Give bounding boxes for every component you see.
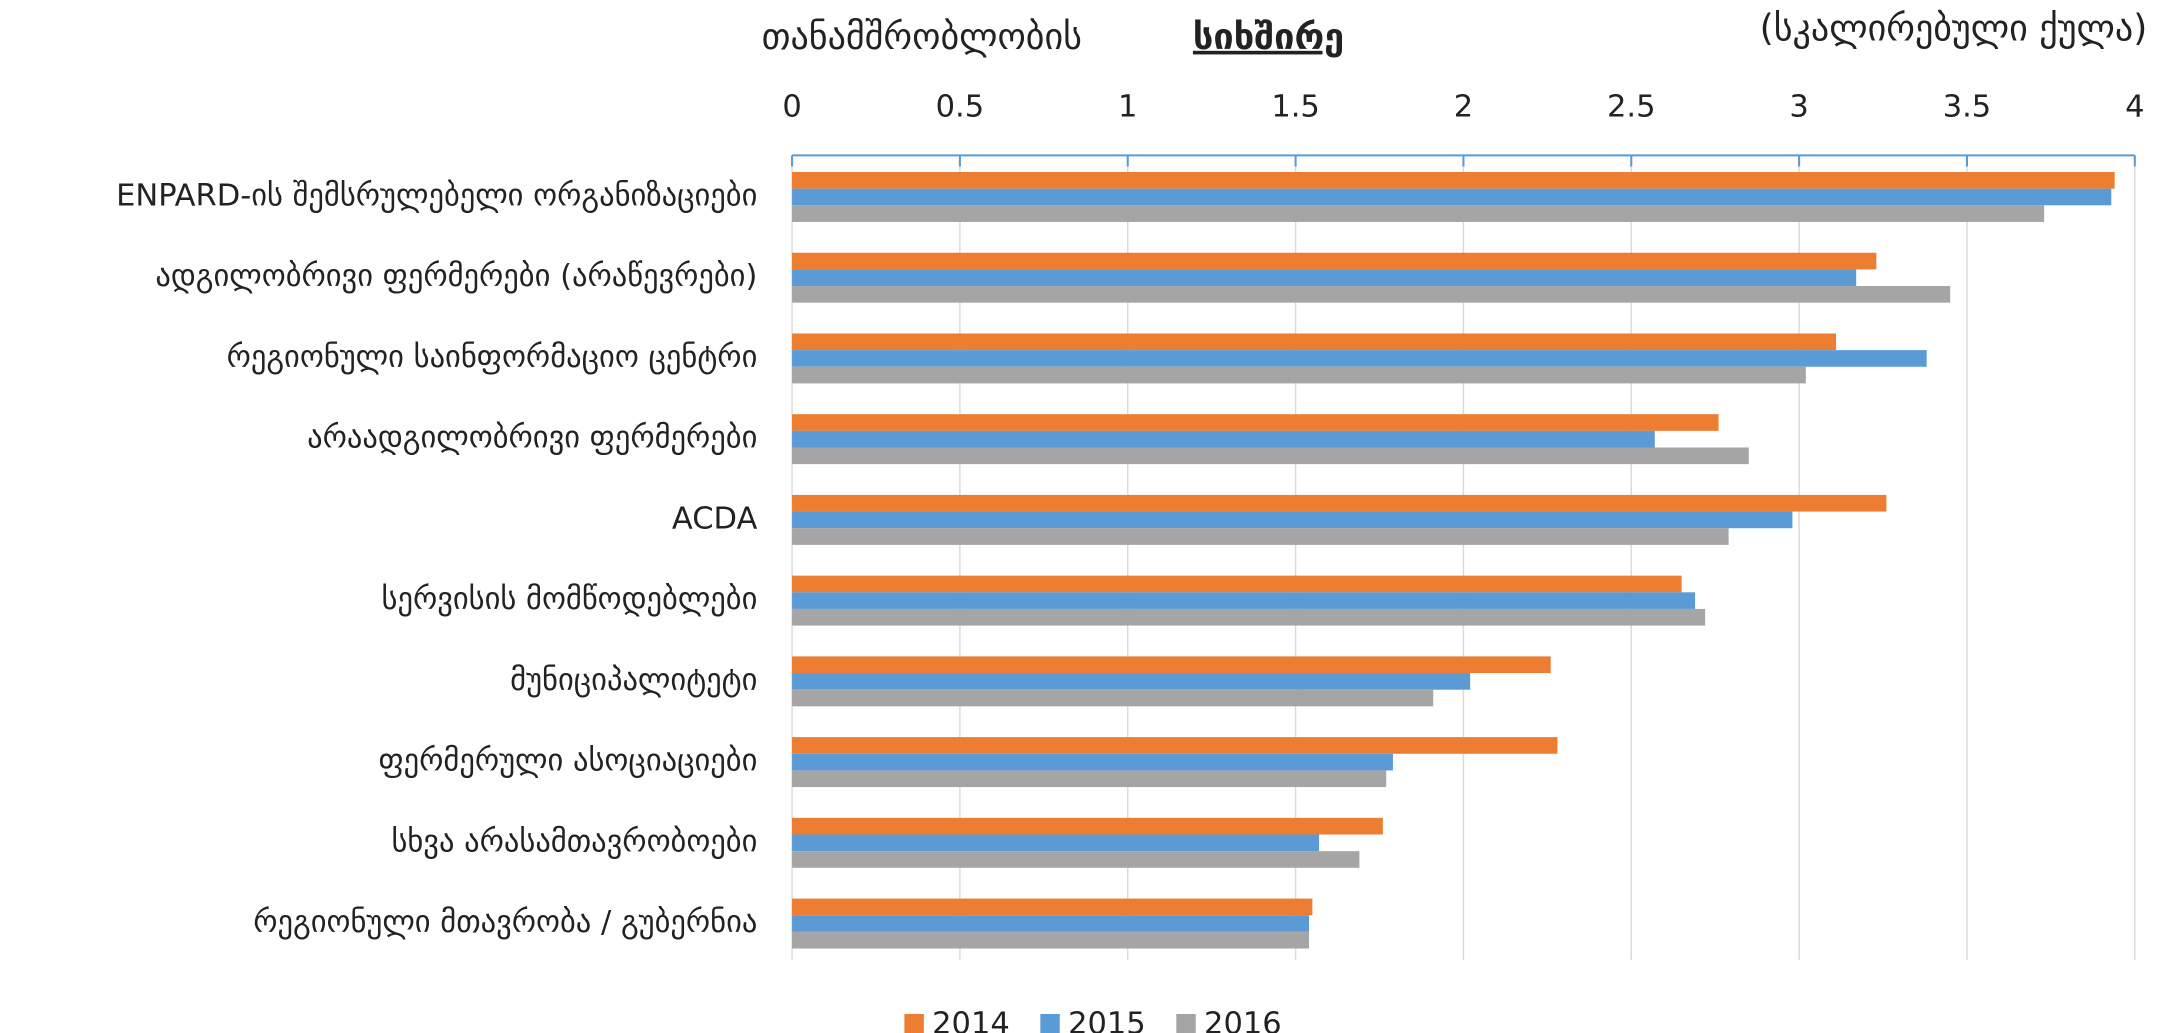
bar (792, 753, 1393, 771)
bar (792, 689, 1434, 707)
x-tick-label: 1.5 (1271, 90, 1320, 125)
legend-label: 2015 (1068, 1007, 1146, 1033)
y-tick-label: რეგიონული საინფორმაციო ცენტრი (227, 340, 758, 375)
bar (792, 898, 1313, 916)
bar (792, 737, 1558, 754)
bar (792, 494, 1887, 512)
bar (792, 770, 1387, 788)
y-tick-label: არაადგილობრივი ფერმერები (307, 421, 757, 456)
bar (792, 931, 1310, 949)
legend-swatch (1040, 1013, 1060, 1033)
bar (792, 172, 2115, 189)
bar (792, 188, 2112, 206)
x-tick-label: 3 (1789, 90, 1808, 125)
bar (792, 447, 1749, 465)
x-tick-label: 4 (2125, 90, 2144, 125)
bar (792, 286, 1951, 303)
bar (792, 656, 1551, 674)
bar (792, 592, 1696, 609)
bar (792, 205, 2045, 222)
bar (792, 511, 1793, 529)
bar (792, 333, 1837, 351)
y-tick-label: რეგიონული მთავრობა / გუბერნია (253, 905, 757, 940)
bar (792, 673, 1471, 690)
bar (792, 414, 1719, 431)
x-tick-label: 0 (782, 90, 801, 125)
bar (792, 608, 1706, 626)
bar (792, 252, 1877, 270)
y-tick-label: ფერმერული ასოციაციები (378, 744, 757, 779)
legend-swatch (904, 1013, 924, 1033)
x-tick-label: 2 (1454, 90, 1473, 125)
y-tick-label: ENPARD-ის შემსრულებელი ორგანიზაციები (116, 178, 757, 213)
legend-label: 2016 (1204, 1007, 1282, 1033)
chart-subtitle: (სკალირებული ქულა) (1760, 8, 2148, 50)
bar (792, 528, 1729, 545)
bar (792, 575, 1682, 593)
chart-title-emphasis: სიხშირე (1193, 16, 1344, 58)
bar (792, 851, 1360, 868)
bar (792, 834, 1320, 852)
legend-label: 2014 (932, 1007, 1010, 1033)
y-tick-label: მუნიციპალიტეტი (510, 663, 757, 698)
bar (792, 430, 1655, 448)
chart-title: თანამშრობლობის (762, 16, 1082, 58)
x-tick-label: 2.5 (1607, 90, 1656, 125)
bar (792, 350, 1927, 367)
y-tick-label: ACDA (672, 501, 758, 536)
y-tick-label: სერვისის მომწოდებლები (382, 582, 758, 617)
y-tick-label: სხვა არასამთავრობოები (391, 824, 757, 859)
bar (792, 269, 1857, 287)
legend-swatch (1176, 1013, 1196, 1033)
bar (792, 817, 1383, 835)
x-tick-label: 1 (1118, 90, 1137, 125)
y-tick-label: ადგილობრივი ფერმერები (არაწევრები) (155, 259, 757, 294)
x-tick-label: 0.5 (936, 90, 985, 125)
bar (792, 915, 1310, 932)
bar (792, 366, 1806, 384)
x-tick-label: 3.5 (1943, 90, 1992, 125)
